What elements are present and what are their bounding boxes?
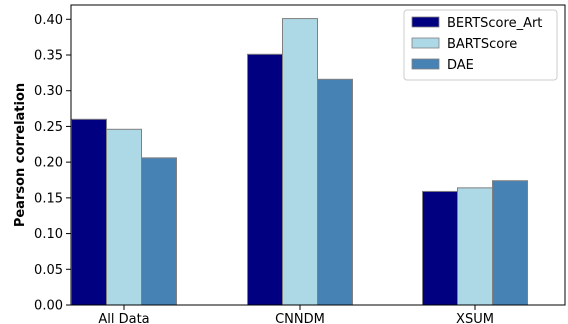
y-tick-label: 0.05 — [34, 263, 63, 278]
bar-bertscore-art-cnndm — [247, 53, 283, 306]
x-axis-ticks: All Data CNNDM XSUM — [98, 305, 494, 324]
y-tick-label: 0.40 — [34, 13, 63, 28]
legend-label: DAE — [447, 58, 474, 73]
bar-dae-xsum — [492, 180, 528, 306]
bar-bertscore-art-xsum — [422, 190, 458, 306]
legend: BERTScore_Art BARTScore DAE — [403, 9, 558, 81]
legend-box — [403, 9, 558, 81]
y-tick-label: 0.15 — [34, 191, 63, 206]
y-tick-label: 0.35 — [34, 49, 63, 64]
y-axis-label: Pearson correlation — [13, 83, 28, 227]
y-tick-label: 0.20 — [34, 156, 63, 171]
x-tick-label: CNNDM — [275, 312, 325, 324]
bar-bertscore-art-all-data — [71, 118, 107, 306]
bar-dae-cnndm — [317, 78, 353, 306]
plot-frame — [70, 4, 566, 306]
x-tick-label: All Data — [98, 312, 149, 324]
bar-bartscore-all-data — [106, 128, 142, 306]
bars-group — [71, 18, 528, 306]
legend-label: BARTScore — [447, 37, 517, 52]
x-tick-label: XSUM — [456, 312, 494, 324]
bar-bartscore-xsum — [457, 187, 493, 306]
y-tick-label: 0.10 — [34, 227, 63, 242]
legend-swatch — [411, 37, 440, 49]
y-tick-label: 0.25 — [34, 120, 63, 135]
bar-dae-all-data — [141, 157, 177, 306]
y-tick-label: 0.30 — [34, 84, 63, 99]
legend-swatch — [411, 58, 440, 70]
bar-bartscore-cnndm — [282, 18, 318, 306]
legend-label: BERTScore_Art — [447, 16, 542, 31]
legend-swatch — [411, 16, 440, 28]
y-axis-ticks: 0.00 0.05 0.10 0.15 0.20 0.25 0.30 0.35 0.40 — [34, 13, 71, 314]
y-tick-label: 0.00 — [34, 299, 63, 314]
